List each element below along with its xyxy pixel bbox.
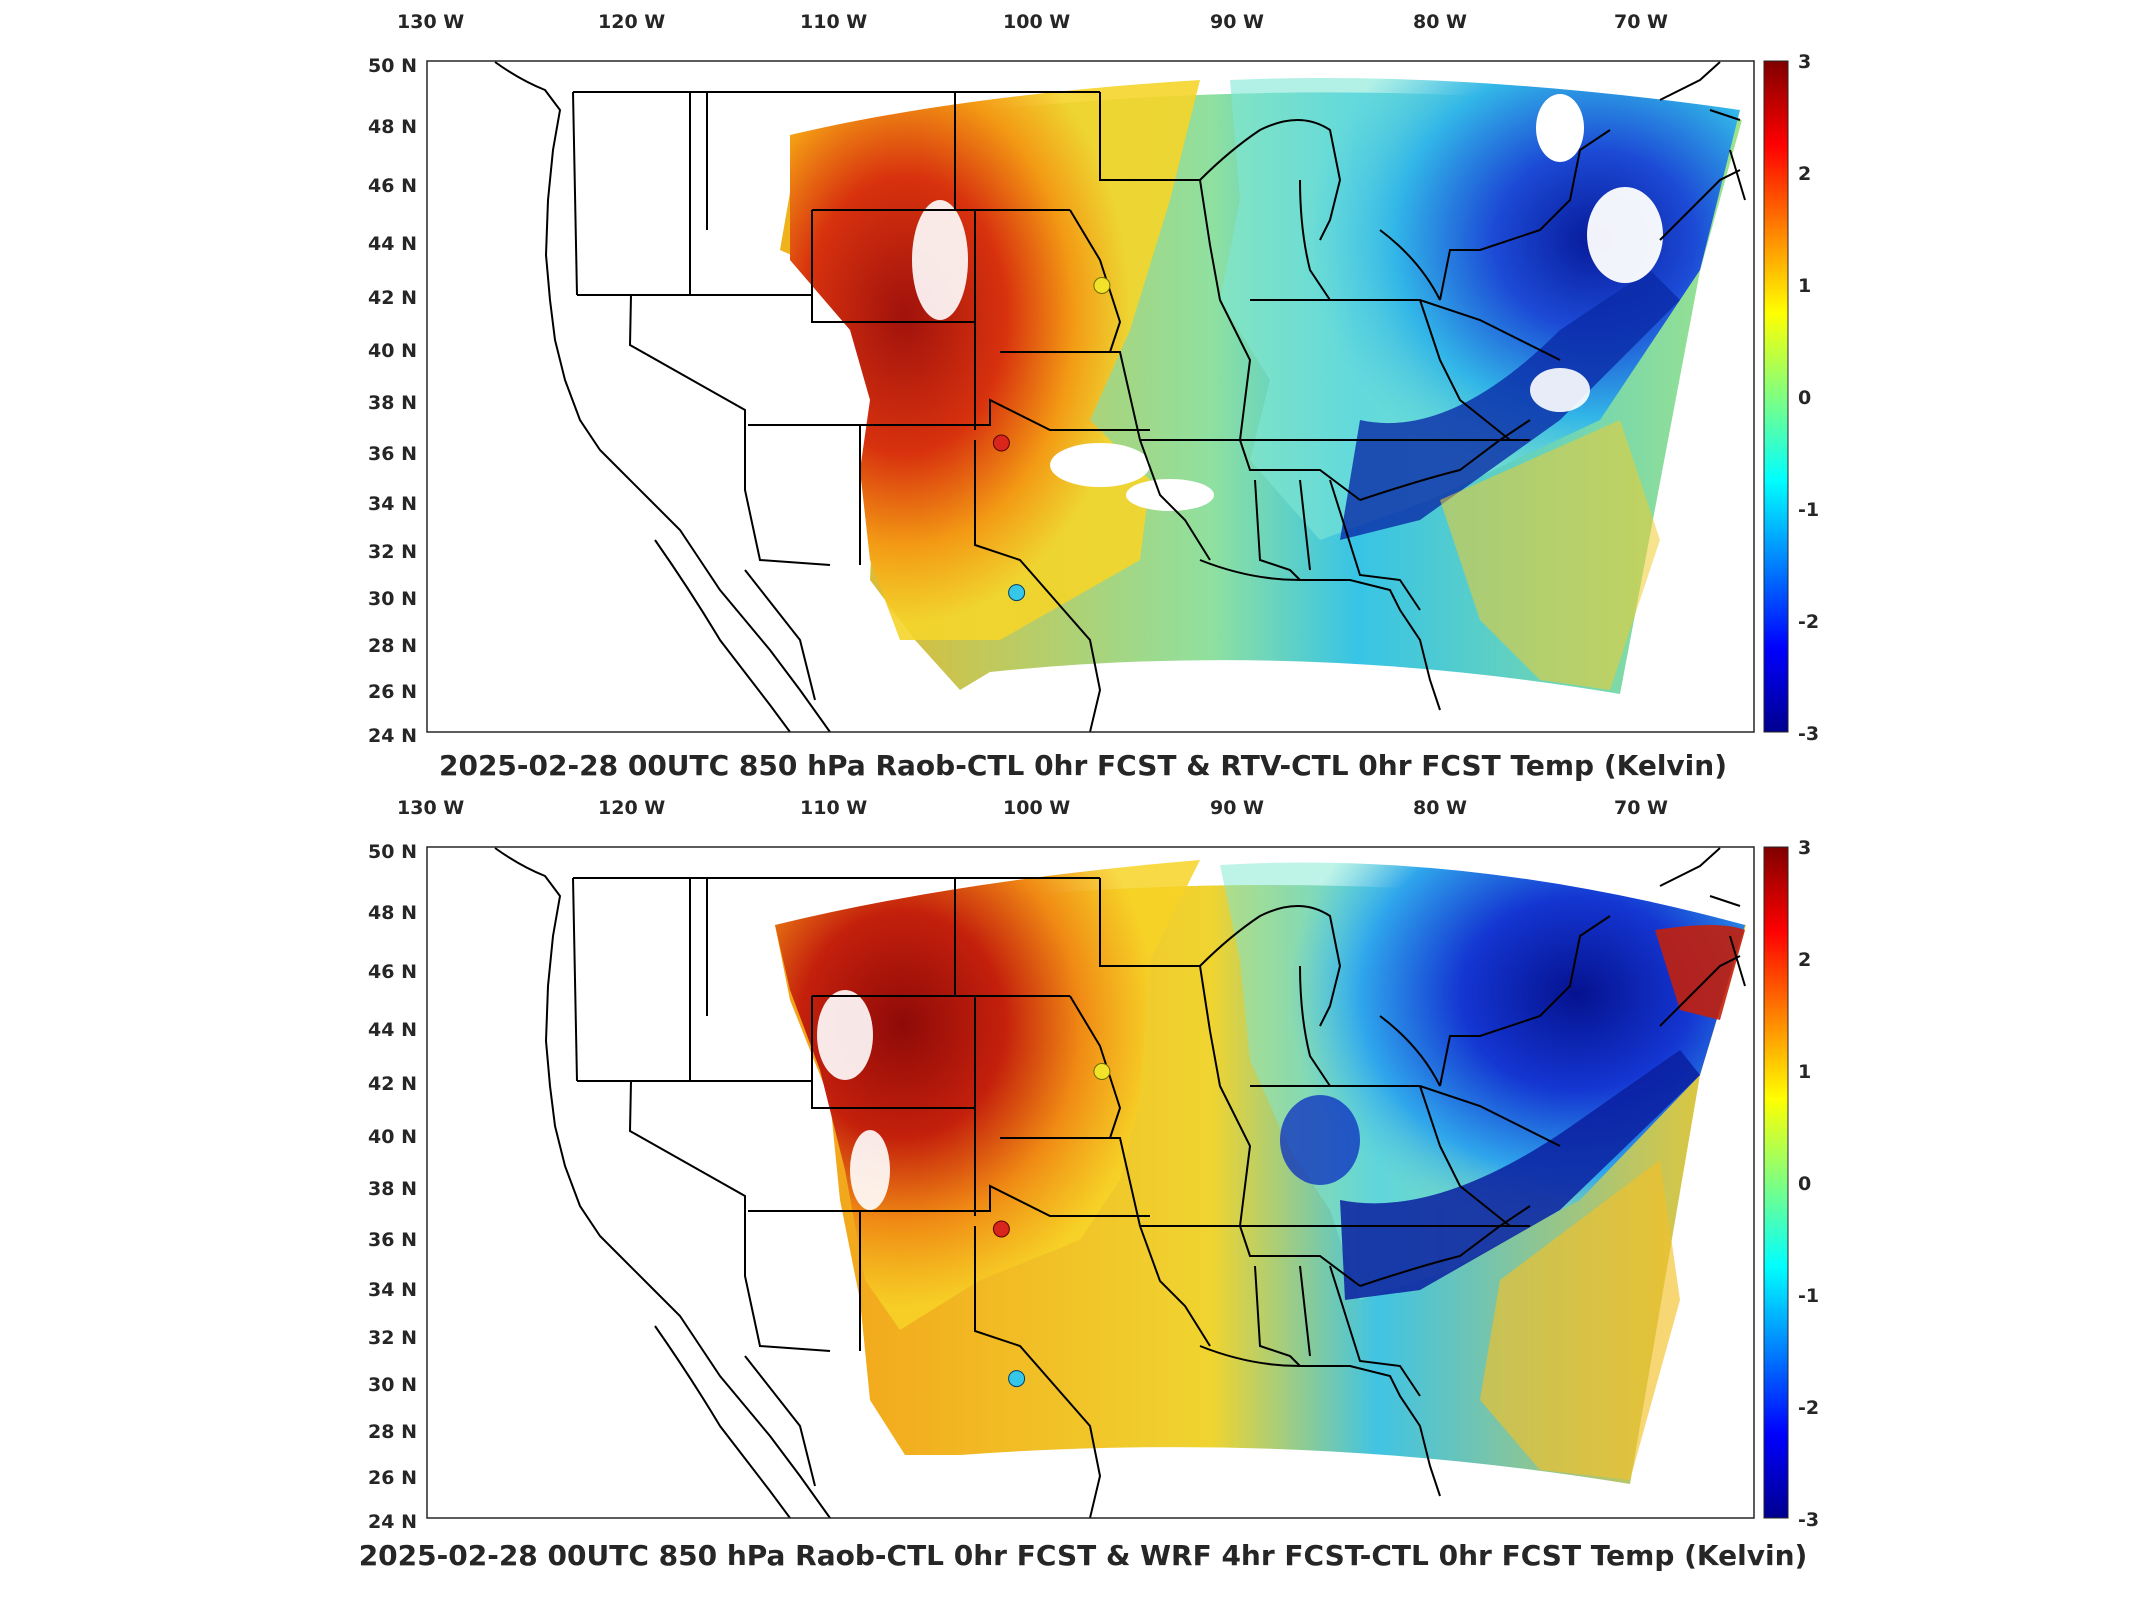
map-panel-top: 130 W 120 W 110 W 100 W 90 W 80 W 70 W 5… (368, 11, 1819, 782)
colorbar-tick: 1 (1798, 275, 1811, 297)
lat-label: 48 N (368, 116, 417, 138)
lat-label: 38 N (368, 1178, 417, 1200)
lat-label: 44 N (368, 233, 417, 255)
temperature-difference-field (775, 860, 1746, 1484)
lon-label: 80 W (1413, 11, 1467, 33)
station-marker (1008, 1370, 1026, 1388)
lon-label: 70 W (1614, 797, 1668, 819)
colorbar-tick: -2 (1798, 1397, 1819, 1419)
raob-stations (992, 1063, 1111, 1388)
lon-label: 120 W (598, 797, 665, 819)
lat-label: 36 N (368, 443, 417, 465)
lon-label: 100 W (1003, 11, 1070, 33)
lat-label: 24 N (368, 1511, 417, 1533)
state-boundaries (494, 61, 1746, 732)
map-panel-bottom: 130 W 120 W 110 W 100 W 90 W 80 W 70 W 5… (359, 797, 1819, 1572)
colorbar-bottom: 3 2 1 0 -1 -2 -3 (1763, 837, 1819, 1531)
lat-label: 36 N (368, 1229, 417, 1251)
station-marker (1093, 1063, 1111, 1080)
state-boundaries (494, 847, 1746, 1518)
lon-label: 70 W (1614, 11, 1668, 33)
lat-label: 44 N (368, 1019, 417, 1041)
colorbar-tick: -1 (1798, 499, 1819, 521)
lon-label: 80 W (1413, 797, 1467, 819)
station-marker (1008, 584, 1026, 602)
colorbar-tick: -1 (1798, 1285, 1819, 1307)
longitude-labels: 130 W 120 W 110 W 100 W 90 W 80 W 70 W (397, 11, 1668, 33)
latitude-labels: 50 N 48 N 46 N 44 N 42 N 40 N 38 N 36 N … (368, 55, 417, 747)
colorbar-tick: 1 (1798, 1061, 1811, 1083)
lon-label: 120 W (598, 11, 665, 33)
raob-stations (992, 277, 1111, 602)
lat-label: 46 N (368, 961, 417, 983)
lat-label: 42 N (368, 1073, 417, 1095)
lat-label: 24 N (368, 725, 417, 747)
lat-label: 34 N (368, 1279, 417, 1301)
panel-title: 2025-02-28 00UTC 850 hPa Raob-CTL 0hr FC… (439, 749, 1727, 782)
lat-label: 26 N (368, 1467, 417, 1489)
lat-label: 50 N (368, 55, 417, 77)
lat-label: 40 N (368, 340, 417, 362)
lat-label: 28 N (368, 635, 417, 657)
lat-label: 34 N (368, 493, 417, 515)
map-frame (426, 846, 1755, 1519)
map-frame (426, 60, 1755, 733)
colorbar-top: 3 2 1 0 -1 -2 -3 (1763, 51, 1819, 745)
station-marker (1093, 277, 1111, 294)
lat-label: 38 N (368, 392, 417, 414)
lat-label: 50 N (368, 841, 417, 863)
temperature-difference-field (780, 78, 1742, 694)
lon-label: 110 W (800, 11, 867, 33)
colorbar-tick: 0 (1798, 387, 1811, 409)
lat-label: 30 N (368, 1374, 417, 1396)
lon-label: 110 W (800, 797, 867, 819)
colorbar-tick: 2 (1798, 949, 1811, 971)
colorbar-tick: -2 (1798, 611, 1819, 633)
longitude-labels: 130 W 120 W 110 W 100 W 90 W 80 W 70 W (397, 797, 1668, 819)
lat-label: 48 N (368, 902, 417, 924)
lon-label: 90 W (1210, 797, 1264, 819)
colorbar-tick: -3 (1798, 1509, 1819, 1531)
colorbar-tick: 0 (1798, 1173, 1811, 1195)
colorbar-tick: 3 (1798, 51, 1811, 73)
latitude-labels: 50 N 48 N 46 N 44 N 42 N 40 N 38 N 36 N … (368, 841, 417, 1533)
lon-label: 130 W (397, 11, 464, 33)
lat-label: 32 N (368, 541, 417, 563)
lon-label: 90 W (1210, 11, 1264, 33)
panel-title: 2025-02-28 00UTC 850 hPa Raob-CTL 0hr FC… (359, 1539, 1808, 1572)
colorbar-tick: -3 (1798, 723, 1819, 745)
lat-label: 40 N (368, 1126, 417, 1148)
lat-label: 26 N (368, 681, 417, 703)
station-marker (992, 434, 1010, 452)
lat-label: 28 N (368, 1421, 417, 1443)
lat-label: 46 N (368, 175, 417, 197)
lat-label: 30 N (368, 588, 417, 610)
lat-label: 42 N (368, 287, 417, 309)
lon-label: 130 W (397, 797, 464, 819)
colorbar-tick: 2 (1798, 163, 1811, 185)
lon-label: 100 W (1003, 797, 1070, 819)
lat-label: 32 N (368, 1327, 417, 1349)
colorbar-tick: 3 (1798, 837, 1811, 859)
station-marker (992, 1220, 1010, 1238)
